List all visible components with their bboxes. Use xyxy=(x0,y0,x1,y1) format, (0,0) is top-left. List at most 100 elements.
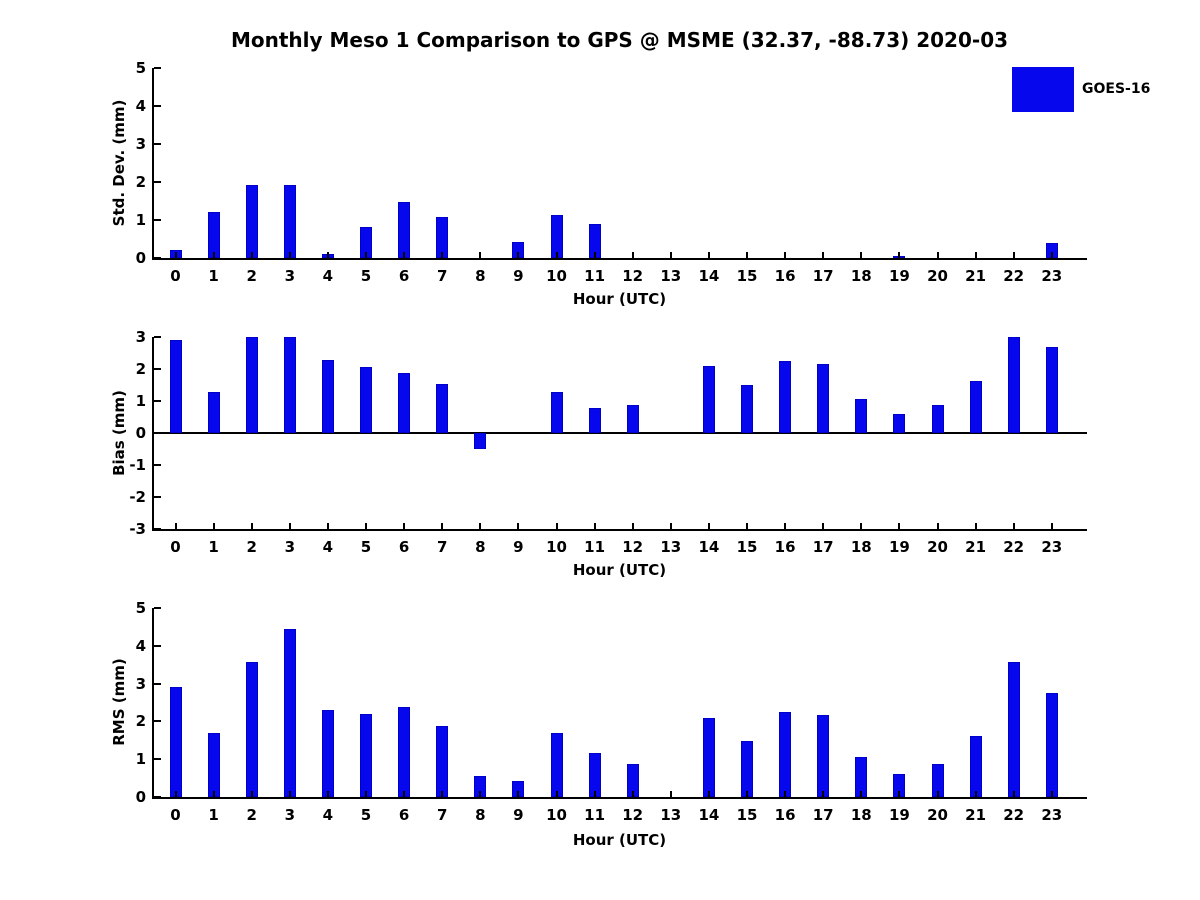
y-tick-label: 2 xyxy=(135,360,146,378)
x-tick-label: 7 xyxy=(436,538,448,556)
x-tick xyxy=(174,252,177,258)
x-tick xyxy=(365,252,367,258)
rms-y-axis-label: RMS (mm) xyxy=(110,658,128,746)
x-tick-label: 17 xyxy=(812,538,834,556)
x-tick-label: 15 xyxy=(736,267,758,285)
stddev-y-axis-label: Std. Dev. (mm) xyxy=(110,99,128,227)
x-tick-label: 15 xyxy=(736,538,758,556)
bar-hour-6 xyxy=(398,707,411,797)
x-tick xyxy=(631,791,634,797)
bar-hour-9 xyxy=(512,241,525,258)
bar-hour-12 xyxy=(626,763,639,797)
y-tick xyxy=(154,181,161,183)
x-tick-label: 21 xyxy=(965,538,987,556)
x-tick-label: 13 xyxy=(660,538,682,556)
figure-title: Monthly Meso 1 Comparison to GPS @ MSME … xyxy=(230,28,1009,52)
bar-hour-3 xyxy=(283,628,296,797)
bar-hour-4 xyxy=(321,710,334,797)
x-tick-label: 19 xyxy=(888,806,910,824)
x-tick-label: 11 xyxy=(584,806,606,824)
x-tick-label: 1 xyxy=(208,267,219,285)
stddev-x-axis-label: Hour (UTC) xyxy=(572,290,667,308)
bar-hour-16 xyxy=(779,361,792,433)
y-tick-label: 5 xyxy=(135,59,146,77)
x-tick-label: 11 xyxy=(584,267,606,285)
x-tick-label: 20 xyxy=(927,538,948,556)
bar-hour-19 xyxy=(893,773,906,797)
x-tick-label: 16 xyxy=(774,267,796,285)
x-tick xyxy=(746,523,748,529)
x-tick-label: 20 xyxy=(927,806,948,824)
x-tick xyxy=(1012,523,1015,529)
x-tick xyxy=(326,791,329,797)
x-tick xyxy=(822,252,825,258)
y-tick xyxy=(154,758,161,761)
bar-hour-22 xyxy=(1007,337,1020,433)
y-tick-label: 0 xyxy=(135,424,146,442)
x-tick-label: 8 xyxy=(475,267,486,285)
bar-hour-10 xyxy=(550,733,563,797)
x-tick-label: 16 xyxy=(774,538,796,556)
x-tick xyxy=(1050,791,1053,797)
x-tick xyxy=(936,791,939,797)
x-tick xyxy=(403,791,406,797)
y-tick-label: 1 xyxy=(135,211,146,229)
x-tick-label: 4 xyxy=(322,267,334,285)
x-tick xyxy=(974,523,977,529)
x-tick-label: 10 xyxy=(546,538,567,556)
bar-hour-23 xyxy=(1045,693,1058,797)
y-tick xyxy=(154,644,161,647)
x-tick xyxy=(441,252,444,258)
x-tick-label: 4 xyxy=(322,538,334,556)
y-tick xyxy=(154,720,161,723)
y-axis-line xyxy=(152,68,154,260)
x-tick xyxy=(365,791,367,797)
bar-hour-1 xyxy=(207,392,220,433)
x-tick xyxy=(212,523,215,529)
x-tick xyxy=(441,791,444,797)
bar-hour-6 xyxy=(398,372,411,433)
x-tick xyxy=(517,252,520,258)
bar-hour-11 xyxy=(588,753,601,797)
bar-hour-7 xyxy=(436,726,449,797)
x-tick xyxy=(631,523,634,529)
bar-hour-22 xyxy=(1007,662,1020,797)
y-tick xyxy=(154,682,161,685)
x-tick xyxy=(517,791,520,797)
x-tick xyxy=(288,523,291,529)
bar-hour-7 xyxy=(436,383,449,433)
x-tick xyxy=(860,791,863,797)
x-tick xyxy=(479,523,482,529)
x-tick-label: 19 xyxy=(888,538,910,556)
x-tick-label: 22 xyxy=(1003,267,1025,285)
x-tick-label: 4 xyxy=(322,806,334,824)
x-tick xyxy=(593,523,596,529)
x-tick-label: 6 xyxy=(398,267,410,285)
x-tick xyxy=(288,791,291,797)
rms-x-axis-label: Hour (UTC) xyxy=(572,831,667,849)
y-axis-line xyxy=(152,337,154,531)
x-tick xyxy=(555,252,558,258)
x-tick xyxy=(250,791,253,797)
x-tick xyxy=(669,791,672,797)
bar-hour-14 xyxy=(702,365,715,433)
y-tick xyxy=(154,105,161,107)
x-tick-label: 6 xyxy=(398,538,410,556)
y-tick-label: 4 xyxy=(135,97,146,115)
x-tick xyxy=(784,791,787,797)
legend-color-swatch xyxy=(1012,67,1074,112)
bar-hour-2 xyxy=(245,184,258,258)
x-tick-label: 12 xyxy=(622,806,644,824)
x-tick xyxy=(784,252,787,258)
x-tick-label: 5 xyxy=(360,267,372,285)
x-tick-label: 23 xyxy=(1041,806,1063,824)
x-tick xyxy=(593,252,596,258)
x-tick-label: 5 xyxy=(360,538,372,556)
bar-hour-3 xyxy=(283,184,296,258)
bar-hour-15 xyxy=(741,385,753,433)
x-tick xyxy=(974,791,977,797)
x-axis-line xyxy=(152,529,1087,531)
x-tick xyxy=(403,523,406,529)
x-tick xyxy=(326,523,329,529)
